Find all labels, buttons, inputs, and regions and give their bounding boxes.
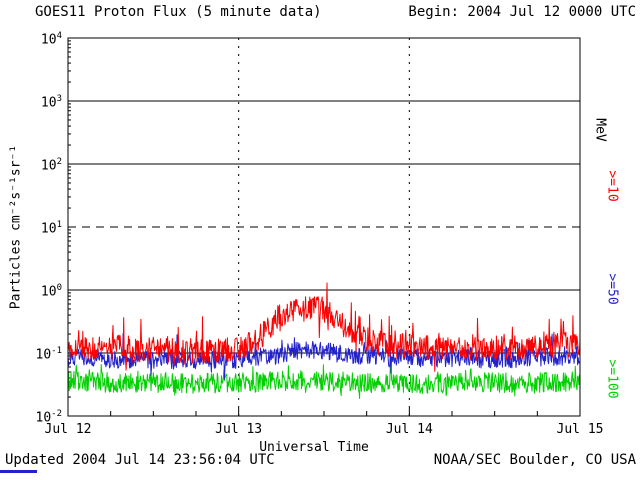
series-label-ge10: >=10 <box>604 170 620 202</box>
chart-title: GOES11 Proton Flux (5 minute data) <box>35 4 322 20</box>
x-tick-label: Jul 13 <box>215 422 263 437</box>
y-tick-label: 101 <box>40 220 62 237</box>
series-line-ge100 <box>67 363 581 399</box>
x-tick-label: Jul 12 <box>44 422 92 437</box>
credit-label: NOAA/SEC Boulder, CO USA <box>433 452 636 468</box>
y-tick-label: 102 <box>40 157 62 174</box>
updated-timestamp: Updated 2004 Jul 14 23:56:04 UTC <box>5 452 275 468</box>
plot-frame <box>67 37 581 417</box>
y-tick-label: 10-2 <box>35 409 63 426</box>
y-tick-label: 104 <box>40 31 62 48</box>
series-label-ge100: >=100 <box>604 359 620 399</box>
series-line-ge10 <box>67 282 581 372</box>
x-tick-label: Jul 15 <box>556 422 604 437</box>
x-tick-label: Jul 14 <box>385 422 433 437</box>
right-axis-unit-label: MeV <box>592 118 608 142</box>
bottom-blue-rule <box>0 470 37 473</box>
x-axis-title: Universal Time <box>259 440 369 455</box>
series-label-ge50: >=50 <box>604 273 620 305</box>
begin-timestamp: Begin: 2004 Jul 12 0000 UTC <box>408 4 636 20</box>
series-line-ge50 <box>67 333 581 380</box>
y-tick-label: 10-1 <box>35 346 63 363</box>
y-tick-label: 100 <box>40 283 62 300</box>
y-tick-label: 103 <box>40 94 62 111</box>
